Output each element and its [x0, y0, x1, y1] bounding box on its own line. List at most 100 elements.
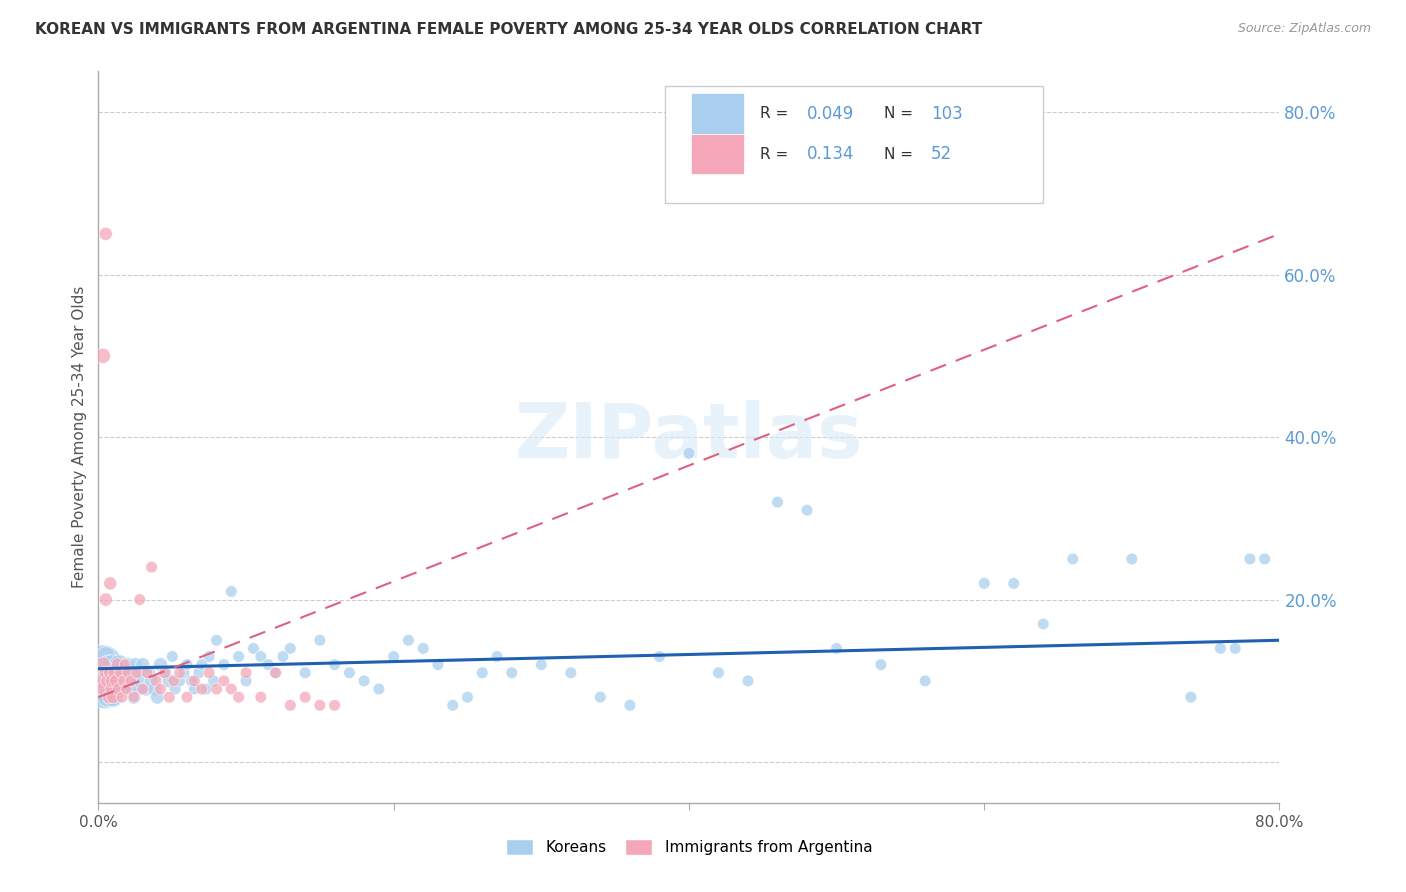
- Point: [235, 673, 257, 688]
- Point: [796, 503, 818, 517]
- Point: [145, 673, 167, 688]
- Point: [100, 657, 122, 672]
- Point: [766, 495, 789, 509]
- Point: [530, 657, 553, 672]
- Point: [108, 657, 131, 672]
- Point: [228, 690, 250, 705]
- Point: [870, 657, 893, 672]
- Point: [412, 641, 434, 656]
- Text: ZIPatlas: ZIPatlas: [515, 401, 863, 474]
- Point: [1180, 690, 1202, 705]
- Point: [173, 665, 195, 680]
- Point: [93, 681, 115, 696]
- Point: [368, 681, 391, 696]
- Point: [271, 649, 294, 664]
- Point: [353, 673, 375, 688]
- Point: [141, 560, 163, 574]
- Point: [153, 665, 176, 680]
- Point: [96, 690, 118, 705]
- Point: [183, 681, 205, 696]
- Point: [122, 690, 145, 705]
- Text: 103: 103: [931, 104, 963, 123]
- Point: [707, 665, 730, 680]
- Point: [250, 690, 273, 705]
- Point: [169, 673, 191, 688]
- Point: [180, 673, 202, 688]
- Point: [257, 657, 280, 672]
- Point: [111, 673, 134, 688]
- Point: [132, 681, 155, 696]
- Point: [198, 665, 221, 680]
- Point: [162, 649, 183, 664]
- Point: [1062, 552, 1084, 566]
- Point: [104, 665, 127, 680]
- Text: KOREAN VS IMMIGRANTS FROM ARGENTINA FEMALE POVERTY AMONG 25-34 YEAR OLDS CORRELA: KOREAN VS IMMIGRANTS FROM ARGENTINA FEMA…: [35, 22, 983, 37]
- Point: [104, 665, 127, 680]
- Point: [250, 649, 273, 664]
- Point: [94, 665, 117, 680]
- Point: [111, 690, 134, 705]
- Point: [112, 673, 135, 688]
- Text: 0.134: 0.134: [807, 145, 855, 163]
- Point: [125, 665, 148, 680]
- Point: [117, 657, 139, 672]
- Point: [678, 446, 700, 460]
- Text: 0.049: 0.049: [807, 104, 855, 123]
- Point: [191, 657, 214, 672]
- Point: [205, 681, 228, 696]
- Point: [1239, 552, 1261, 566]
- Point: [560, 665, 582, 680]
- Point: [97, 681, 120, 696]
- Point: [163, 673, 186, 688]
- Point: [212, 657, 235, 672]
- Point: [242, 641, 264, 656]
- Point: [91, 349, 114, 363]
- Point: [112, 681, 135, 696]
- Point: [157, 690, 180, 705]
- Point: [128, 673, 150, 688]
- Point: [486, 649, 509, 664]
- Point: [93, 681, 115, 696]
- Legend: Koreans, Immigrants from Argentina: Koreans, Immigrants from Argentina: [499, 833, 879, 861]
- Point: [1032, 617, 1054, 632]
- Point: [115, 681, 138, 696]
- Point: [94, 592, 117, 607]
- Point: [107, 681, 129, 696]
- Point: [128, 592, 150, 607]
- Text: R =: R =: [759, 106, 793, 121]
- Point: [825, 641, 848, 656]
- Point: [648, 649, 671, 664]
- Point: [1002, 576, 1025, 591]
- Point: [97, 657, 120, 672]
- Point: [96, 673, 118, 688]
- Point: [94, 227, 117, 241]
- Point: [1121, 552, 1143, 566]
- Point: [90, 673, 112, 688]
- Point: [198, 649, 221, 664]
- Point: [169, 665, 191, 680]
- Point: [103, 690, 125, 705]
- Point: [138, 665, 160, 680]
- Point: [94, 649, 117, 664]
- Point: [110, 665, 132, 680]
- Point: [323, 698, 346, 713]
- Point: [176, 690, 198, 705]
- Point: [280, 698, 302, 713]
- FancyBboxPatch shape: [665, 86, 1043, 203]
- Text: Source: ZipAtlas.com: Source: ZipAtlas.com: [1237, 22, 1371, 36]
- Point: [103, 690, 125, 705]
- Point: [125, 665, 148, 680]
- Text: N =: N =: [884, 146, 918, 161]
- Point: [195, 681, 218, 696]
- Point: [98, 576, 121, 591]
- Point: [96, 673, 118, 688]
- Point: [124, 657, 146, 672]
- Point: [221, 584, 243, 599]
- Point: [110, 665, 132, 680]
- Point: [1225, 641, 1247, 656]
- Point: [143, 681, 166, 696]
- Point: [105, 673, 128, 688]
- Point: [108, 681, 131, 696]
- Point: [94, 665, 117, 680]
- Point: [141, 673, 163, 688]
